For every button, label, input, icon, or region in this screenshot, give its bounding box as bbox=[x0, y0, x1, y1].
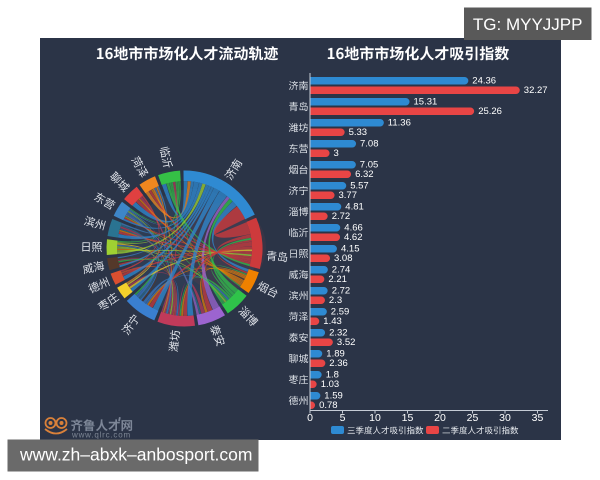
svg-text:2.21: 2.21 bbox=[328, 274, 347, 285]
svg-text:5.33: 5.33 bbox=[349, 127, 368, 138]
svg-text:11.36: 11.36 bbox=[388, 118, 411, 129]
svg-text:www.zh–abxk–anbosport.com: www.zh–abxk–anbosport.com bbox=[19, 445, 252, 465]
svg-text:2.59: 2.59 bbox=[331, 307, 350, 318]
svg-text:25.26: 25.26 bbox=[478, 106, 502, 117]
svg-text:1.8: 1.8 bbox=[326, 370, 339, 381]
svg-text:0: 0 bbox=[307, 412, 313, 424]
svg-text:2.72: 2.72 bbox=[332, 211, 351, 222]
svg-text:6.32: 6.32 bbox=[355, 169, 374, 180]
svg-text:5.57: 5.57 bbox=[350, 181, 369, 192]
svg-text:7.08: 7.08 bbox=[360, 139, 379, 150]
svg-text:15: 15 bbox=[402, 412, 414, 424]
svg-text:2.72: 2.72 bbox=[332, 286, 351, 297]
svg-text:3: 3 bbox=[334, 148, 339, 159]
svg-text:32.27: 32.27 bbox=[524, 85, 548, 96]
svg-text:1.03: 1.03 bbox=[321, 379, 340, 390]
svg-text:20: 20 bbox=[434, 412, 446, 424]
svg-text:2.74: 2.74 bbox=[332, 265, 351, 276]
svg-text:35: 35 bbox=[532, 412, 544, 424]
svg-text:3.52: 3.52 bbox=[337, 337, 356, 348]
svg-text:3.08: 3.08 bbox=[334, 253, 353, 264]
svg-text:1.59: 1.59 bbox=[324, 391, 343, 402]
svg-text:2.32: 2.32 bbox=[329, 328, 348, 339]
svg-text:4.15: 4.15 bbox=[341, 244, 360, 255]
svg-text:24.36: 24.36 bbox=[472, 76, 496, 87]
svg-text:1.89: 1.89 bbox=[326, 349, 345, 360]
svg-text:3.77: 3.77 bbox=[339, 190, 358, 201]
svg-text:30: 30 bbox=[499, 412, 511, 424]
svg-text:TG: MYYJJPP: TG: MYYJJPP bbox=[473, 15, 583, 34]
svg-text:2.36: 2.36 bbox=[329, 358, 348, 369]
svg-text:4.81: 4.81 bbox=[345, 202, 364, 213]
svg-text:5: 5 bbox=[340, 412, 346, 424]
svg-text:15.31: 15.31 bbox=[414, 97, 438, 108]
svg-text:25: 25 bbox=[467, 412, 479, 424]
svg-text:7.05: 7.05 bbox=[360, 160, 379, 171]
svg-text:0.78: 0.78 bbox=[319, 400, 338, 411]
svg-text:2.3: 2.3 bbox=[329, 295, 342, 306]
svg-text:4.66: 4.66 bbox=[344, 223, 363, 234]
svg-text:www.qlrc.com: www.qlrc.com bbox=[71, 431, 131, 440]
svg-text:10: 10 bbox=[369, 412, 381, 424]
svg-text:4.62: 4.62 bbox=[344, 232, 363, 243]
svg-text:1.43: 1.43 bbox=[323, 316, 342, 327]
